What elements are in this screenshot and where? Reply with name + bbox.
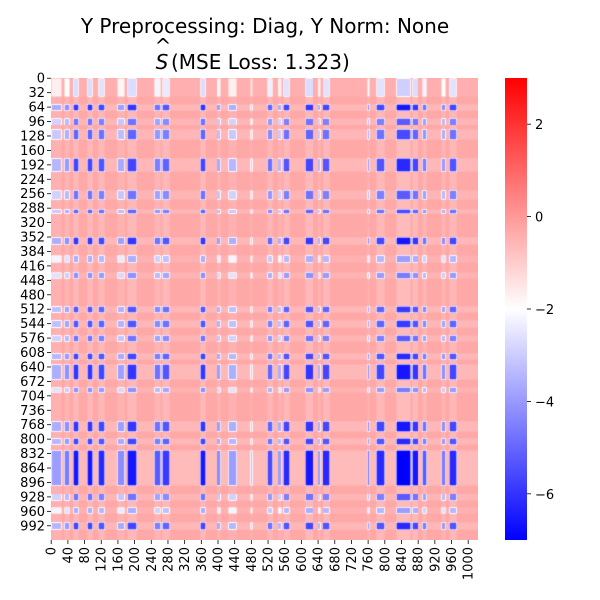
x-tick-label: 880 <box>412 547 427 572</box>
y-tick-label: 832 <box>20 447 45 462</box>
y-tick-label: 768 <box>20 418 45 433</box>
y-tick-label: 256 <box>20 187 45 202</box>
y-tick-label: 224 <box>20 173 45 188</box>
x-tick-label: 440 <box>228 547 243 572</box>
x-tick-label: 680 <box>328 547 343 572</box>
x-tick-label: 840 <box>395 547 410 572</box>
y-tick-label: 0 <box>37 72 45 87</box>
y-tick-label: 160 <box>20 144 45 159</box>
y-tick-label: 640 <box>20 360 45 375</box>
colorbar-tick-label: −4 <box>535 395 554 410</box>
x-tick-label: 760 <box>362 547 377 572</box>
y-tick-label: 800 <box>20 433 45 448</box>
colorbar-tick-label: −6 <box>535 488 554 503</box>
y-tick-label: 352 <box>20 231 45 246</box>
y-tick-label: 608 <box>20 346 45 361</box>
y-tick-label: 480 <box>20 288 45 303</box>
x-tick-label: 600 <box>295 547 310 572</box>
y-tick-label: 96 <box>28 115 45 130</box>
title-hat: ^ <box>155 34 172 58</box>
colorbar <box>505 78 527 540</box>
y-tick-label: 288 <box>20 202 45 217</box>
colorbar-axis: 2 0 −2 −4 −6 <box>527 118 554 503</box>
y-tick-label: 672 <box>20 375 45 390</box>
x-tick-label: 720 <box>345 547 360 572</box>
y-tick-label: 448 <box>20 274 45 289</box>
x-tick-label: 360 <box>195 547 210 572</box>
x-tick-label: 80 <box>78 547 93 564</box>
x-tick-label: 960 <box>445 547 460 572</box>
x-tick-label: 800 <box>378 547 393 572</box>
x-tick-label: 40 <box>61 547 76 564</box>
x-tick-label: 920 <box>428 547 443 572</box>
y-tick-label: 384 <box>20 245 45 260</box>
colorbar-tick-label: 0 <box>535 211 543 226</box>
y-tick-label: 576 <box>20 332 45 347</box>
title-rest: (MSE Loss: 1.323) <box>171 50 350 74</box>
y-tick-label: 192 <box>20 158 45 173</box>
y-tick-label: 416 <box>20 259 45 274</box>
y-axis: 0326496128160192224256288320352384416448… <box>20 72 51 534</box>
x-tick-label: 200 <box>128 547 143 572</box>
title-symbol: S <box>156 50 169 74</box>
x-tick-label: 0 <box>45 547 60 555</box>
x-axis: 0 40 80 120 160 200 240 280 320 360 400 440 480 520 56… <box>45 540 477 580</box>
x-tick-label: 560 <box>278 547 293 572</box>
y-tick-label: 512 <box>20 303 45 318</box>
colorbar-tick-label: −2 <box>535 303 554 318</box>
x-tick-label: 320 <box>178 547 193 572</box>
y-tick-label: 320 <box>20 216 45 231</box>
y-tick-label: 992 <box>20 519 45 534</box>
y-tick-label: 704 <box>20 389 45 404</box>
x-tick-label: 480 <box>245 547 260 572</box>
y-tick-label: 928 <box>20 490 45 505</box>
chart-title-line1: Y Preprocessing: Diag, Y Norm: None <box>80 14 449 38</box>
y-tick-label: 736 <box>20 404 45 419</box>
y-tick-label: 32 <box>28 86 45 101</box>
y-tick-label: 544 <box>20 317 45 332</box>
y-tick-label: 960 <box>20 505 45 520</box>
colorbar-tick-label: 2 <box>535 118 543 133</box>
chart-title-line2: S ^ (MSE Loss: 1.323) <box>155 34 350 74</box>
y-tick-label: 128 <box>20 129 45 144</box>
x-tick-label: 120 <box>95 547 110 572</box>
x-tick-label: 520 <box>262 547 277 572</box>
heatmap-cells <box>51 78 478 540</box>
y-tick-label: 896 <box>20 476 45 491</box>
x-tick-label: 640 <box>312 547 327 572</box>
x-tick-label: 160 <box>111 547 126 572</box>
y-tick-label: 864 <box>20 462 45 477</box>
y-tick-label: 64 <box>28 101 45 116</box>
x-tick-label: 240 <box>145 547 160 572</box>
x-tick-label: 400 <box>212 547 227 572</box>
x-tick-label: 280 <box>161 547 176 572</box>
x-tick-label: 1000 <box>462 547 477 580</box>
